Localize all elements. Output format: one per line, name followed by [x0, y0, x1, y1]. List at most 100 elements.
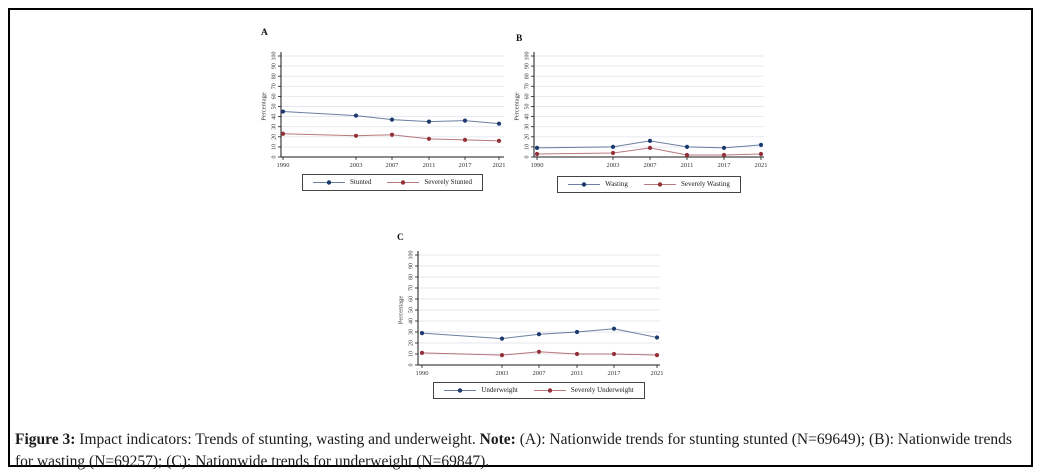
data-point — [280, 131, 286, 136]
legend-entry: Severely Underweight — [533, 386, 634, 395]
data-point — [684, 144, 690, 149]
legend-entry: Stunted — [312, 178, 372, 187]
y-tick-label: 10 — [524, 144, 530, 150]
data-point — [654, 353, 660, 358]
legend-line-marker-icon — [312, 180, 345, 185]
panel-letter-a: A — [261, 28, 268, 38]
line-chart-underweight: 0 10 20 30 40 50 60 70 80 90 100 Percentage 1990 2003… — [397, 251, 664, 378]
legend-stunting: Stunted Severely Stunted — [281, 174, 504, 191]
x-tick-label: 1990 — [531, 162, 544, 169]
legend-entry: Underweight — [444, 386, 518, 395]
series-line — [536, 147, 762, 156]
legend-entry: Wasting — [568, 180, 628, 189]
y-tick-label: 10 — [408, 351, 414, 357]
y-tick-label: 80 — [271, 73, 277, 79]
x-tick-label: 2011 — [423, 162, 436, 169]
panel-letter-c: C — [397, 233, 404, 243]
legend-line-marker-icon — [387, 180, 420, 185]
legend-line-marker-icon — [444, 388, 477, 393]
x-tick-label: 2011 — [681, 162, 694, 169]
figure-caption: Figure 3: Impact indicators: Trends of s… — [15, 429, 1019, 473]
data-point — [574, 351, 580, 357]
legend-box: Wasting Severely Wasting — [557, 176, 741, 193]
legend-label: Wasting — [605, 180, 628, 188]
legend-line-marker-icon — [643, 182, 676, 187]
y-tick-label: 20 — [524, 134, 530, 140]
chart-panel-c: C 0 10 20 30 40 50 60 70 80 90 100 Percentage 1990 20… — [390, 228, 670, 404]
figure-caption-body: Impact indicators: Trends of stunting, w… — [75, 430, 480, 448]
y-axis-title: Percentage — [397, 296, 404, 325]
y-tick-label: 70 — [524, 83, 530, 89]
y-tick-label: 60 — [408, 296, 414, 302]
series-line — [421, 351, 658, 356]
y-tick-label: 90 — [524, 63, 530, 69]
data-point — [462, 137, 468, 142]
y-tick-label: 60 — [524, 93, 530, 99]
chart-panel-b: B 0 10 20 30 40 50 60 70 80 90 100 Percentage 1990 20… — [505, 25, 770, 195]
data-point — [758, 151, 764, 157]
legend-label: Severely Underweight — [570, 386, 634, 394]
data-point — [499, 336, 505, 341]
data-point — [462, 118, 468, 123]
y-tick-label: 20 — [408, 340, 414, 346]
y-tick-label: 10 — [271, 144, 277, 150]
x-tick-label: 2021 — [493, 162, 506, 169]
data-point — [684, 152, 690, 158]
line-chart-wasting: 0 10 20 30 40 50 60 70 80 90 100 Percentage 1990 2003… — [513, 52, 767, 170]
series-line — [421, 328, 658, 340]
y-tick-label: 100 — [271, 52, 277, 61]
legend-label: Stunted — [349, 178, 372, 186]
data-point — [610, 144, 616, 149]
y-tick-label: 70 — [271, 83, 277, 89]
data-point — [426, 119, 432, 124]
x-tick-label: 2017 — [608, 370, 622, 377]
data-point — [499, 353, 505, 358]
x-tick-label: 2007 — [644, 162, 658, 169]
legend-line-marker-icon — [533, 388, 566, 393]
data-point — [496, 138, 502, 143]
y-axis-title: Percentage — [260, 92, 267, 121]
y-axis-title: Percentage — [513, 92, 520, 121]
y-tick-label: 60 — [271, 93, 277, 99]
x-tick-label: 2003 — [350, 162, 363, 169]
data-point — [426, 136, 432, 141]
x-tick-label: 2017 — [718, 162, 732, 169]
x-tick-label: 2017 — [459, 162, 473, 169]
panel-letter-b: B — [516, 34, 523, 44]
y-tick-label: 30 — [408, 329, 414, 335]
y-tick-label: 80 — [408, 274, 414, 280]
data-point — [496, 121, 502, 126]
x-tick-label: 1990 — [277, 162, 290, 169]
data-point — [536, 349, 542, 354]
data-point — [647, 145, 653, 151]
x-tick-label: 1990 — [416, 370, 429, 377]
data-point — [647, 138, 653, 143]
data-point — [611, 351, 617, 357]
x-tick-label: 2021 — [651, 370, 664, 377]
series-line — [282, 111, 500, 125]
y-tick-label: 30 — [524, 124, 530, 130]
figure-caption-label: Figure 3: — [15, 430, 76, 448]
data-point — [534, 145, 540, 151]
data-point — [721, 145, 727, 151]
data-point — [610, 150, 616, 156]
chart-panel-a: A 0 10 20 30 40 50 60 70 80 90 100 Percentage 1990 20… — [255, 25, 506, 195]
legend-box: Stunted Severely Stunted — [301, 174, 484, 191]
x-tick-label: 2007 — [386, 162, 400, 169]
legend-label: Severely Wasting — [680, 180, 730, 188]
data-point — [419, 350, 425, 355]
x-tick-label: 2007 — [533, 370, 547, 377]
y-tick-label: 90 — [271, 63, 277, 69]
y-tick-label: 50 — [271, 104, 277, 110]
y-tick-label: 80 — [524, 73, 530, 79]
y-tick-label: 30 — [271, 124, 277, 130]
legend-underweight: Underweight Severely Underweight — [418, 382, 660, 399]
data-point — [389, 132, 395, 137]
y-tick-label: 40 — [524, 114, 530, 120]
x-tick-label: 2011 — [571, 370, 584, 377]
y-tick-label: 0 — [408, 364, 414, 367]
data-point — [389, 117, 395, 122]
y-tick-label: 50 — [408, 307, 414, 313]
x-tick-label: 2003 — [607, 162, 620, 169]
y-tick-label: 40 — [408, 318, 414, 324]
